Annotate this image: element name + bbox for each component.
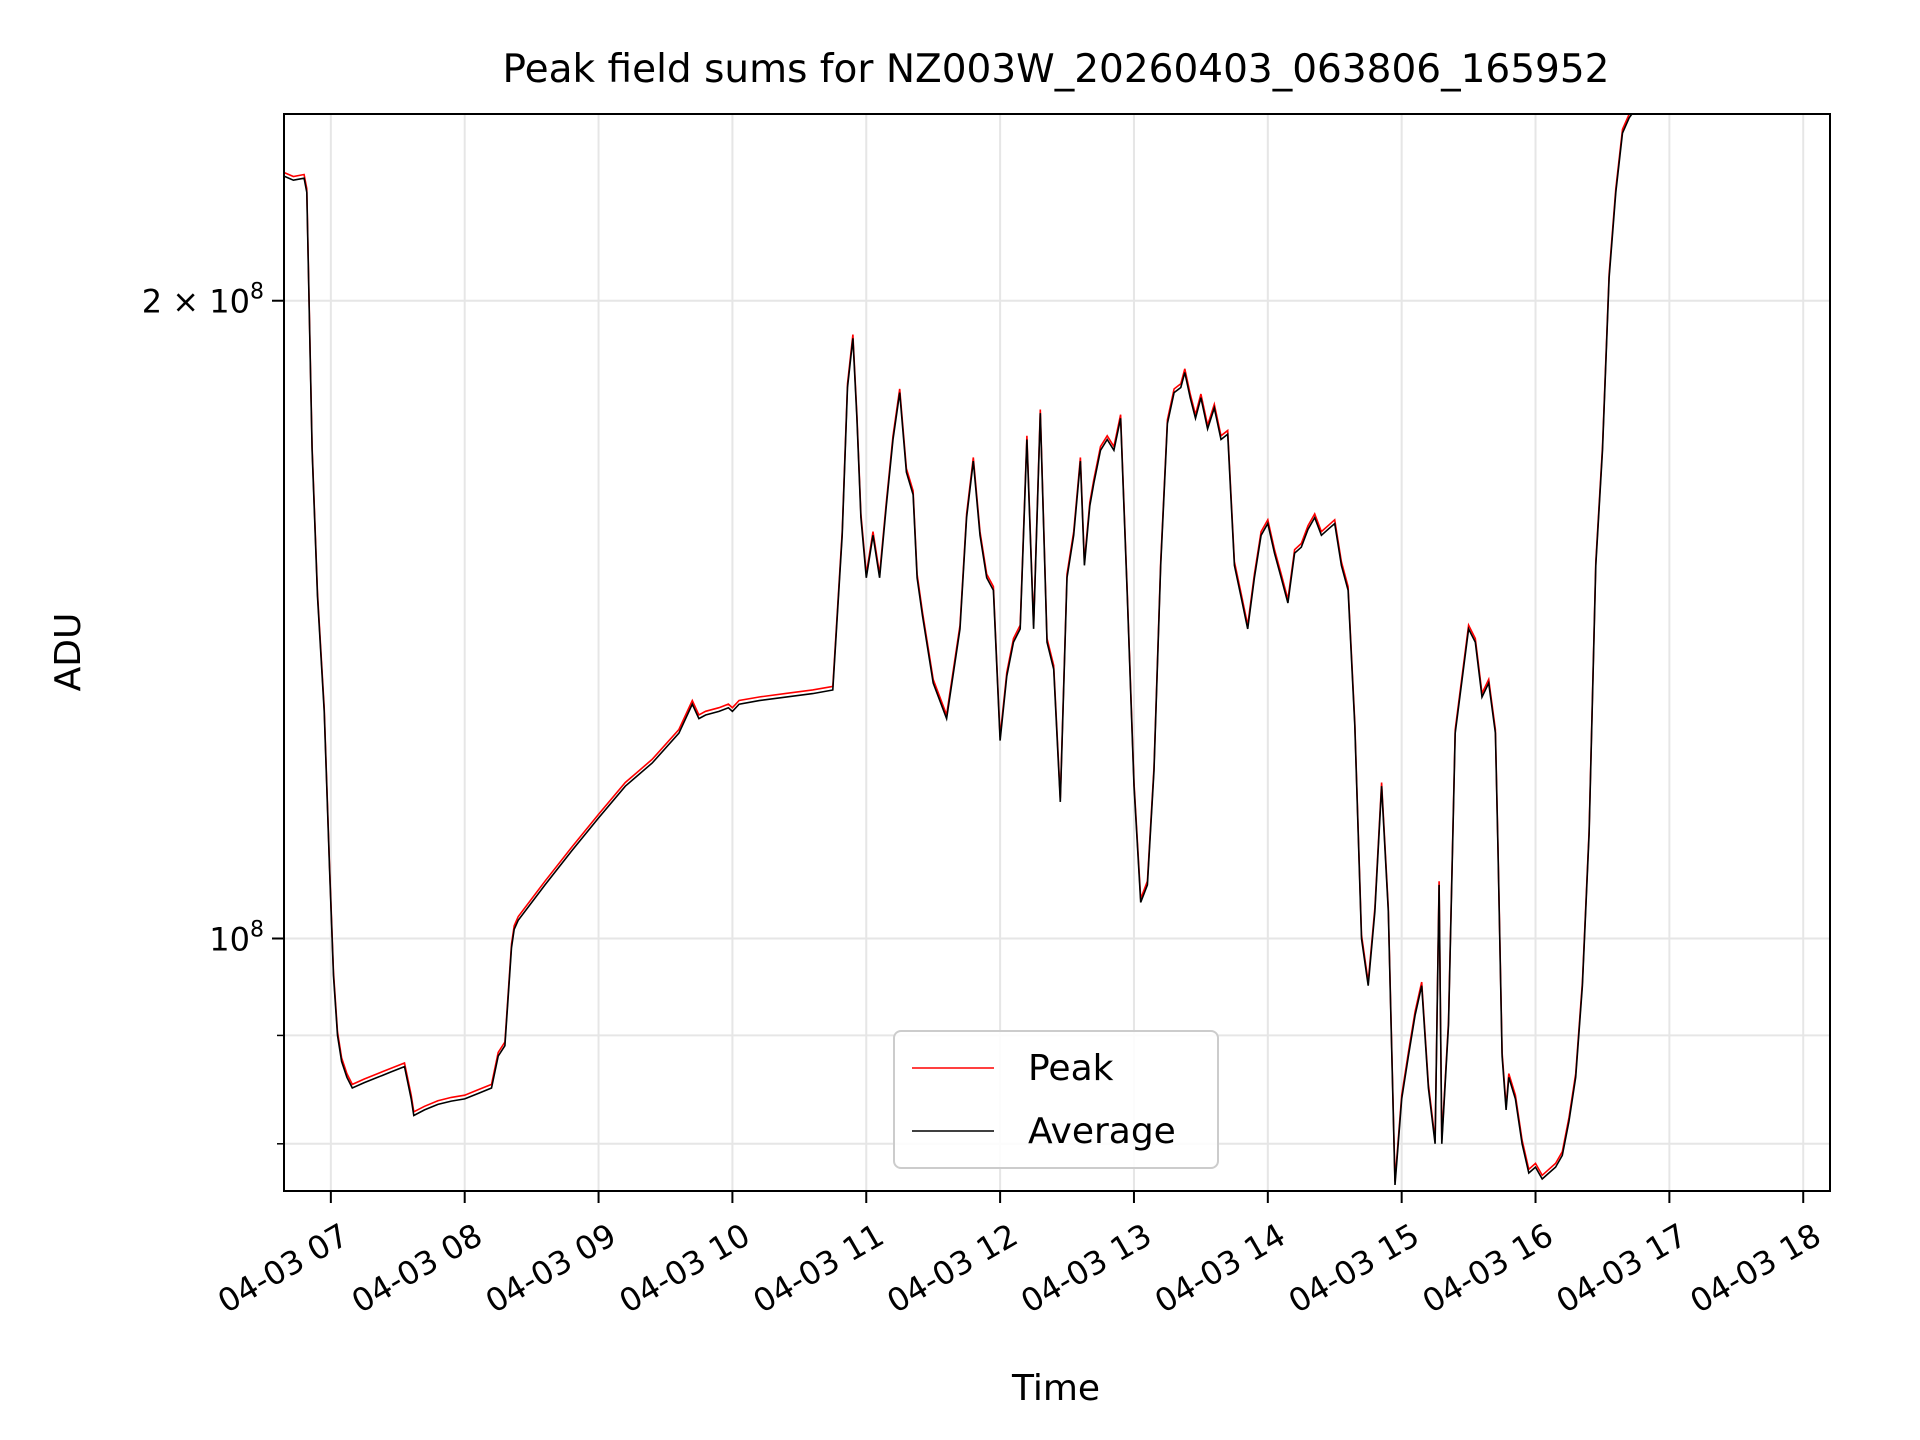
plot-frame bbox=[283, 113, 1831, 1192]
grid bbox=[284, 114, 1830, 1191]
legend-box bbox=[893, 1030, 1219, 1169]
chart-title: Peak field sums for NZ003W_20260403_0638… bbox=[503, 47, 1610, 92]
y-axis: 108 2 × 108 bbox=[142, 280, 284, 1145]
legend-label-peak: Peak bbox=[1028, 1048, 1114, 1089]
y-tick-label: 2 × 108 bbox=[142, 280, 264, 321]
legend-label-average: Average bbox=[1028, 1111, 1176, 1152]
series-layer bbox=[283, 113, 1750, 1186]
legend: Peak Average bbox=[893, 1030, 1219, 1169]
y-tick-label: 108 bbox=[209, 917, 264, 958]
series-line-average bbox=[283, 113, 1750, 1186]
y-axis-label: ADU bbox=[48, 613, 89, 692]
x-axis-label: Time bbox=[1011, 1368, 1100, 1409]
